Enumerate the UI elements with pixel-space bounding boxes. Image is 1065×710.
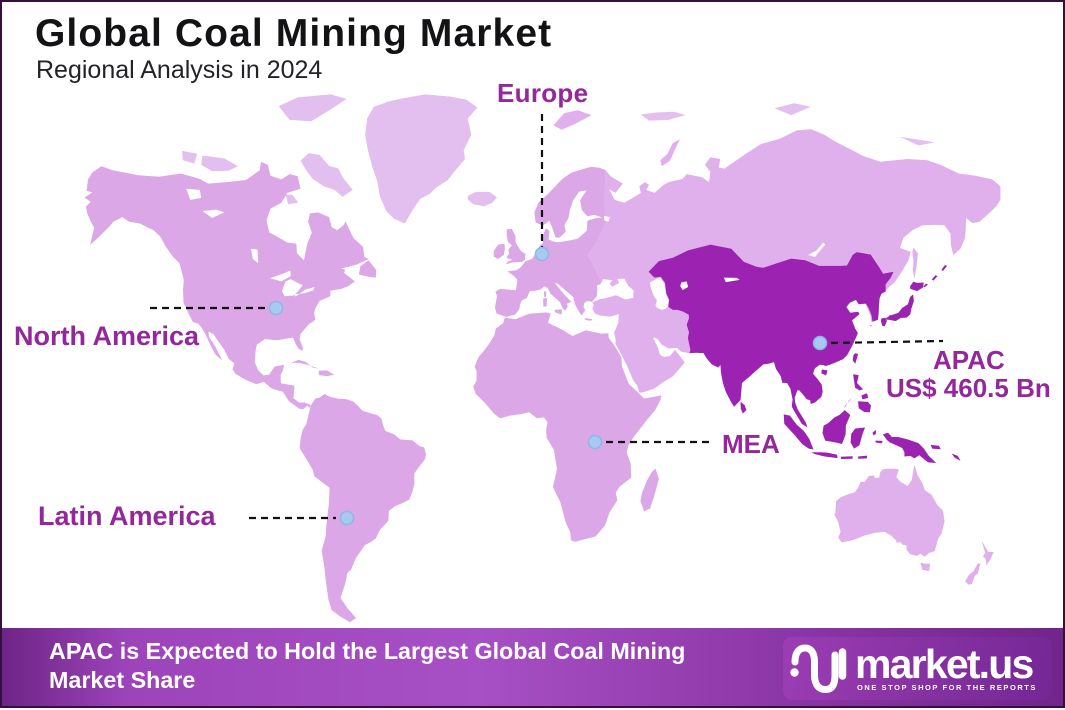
svg-text:market.us: market.us [855, 641, 1034, 687]
svg-text:ONE STOP SHOP FOR THE REPORTS: ONE STOP SHOP FOR THE REPORTS [857, 683, 1037, 692]
